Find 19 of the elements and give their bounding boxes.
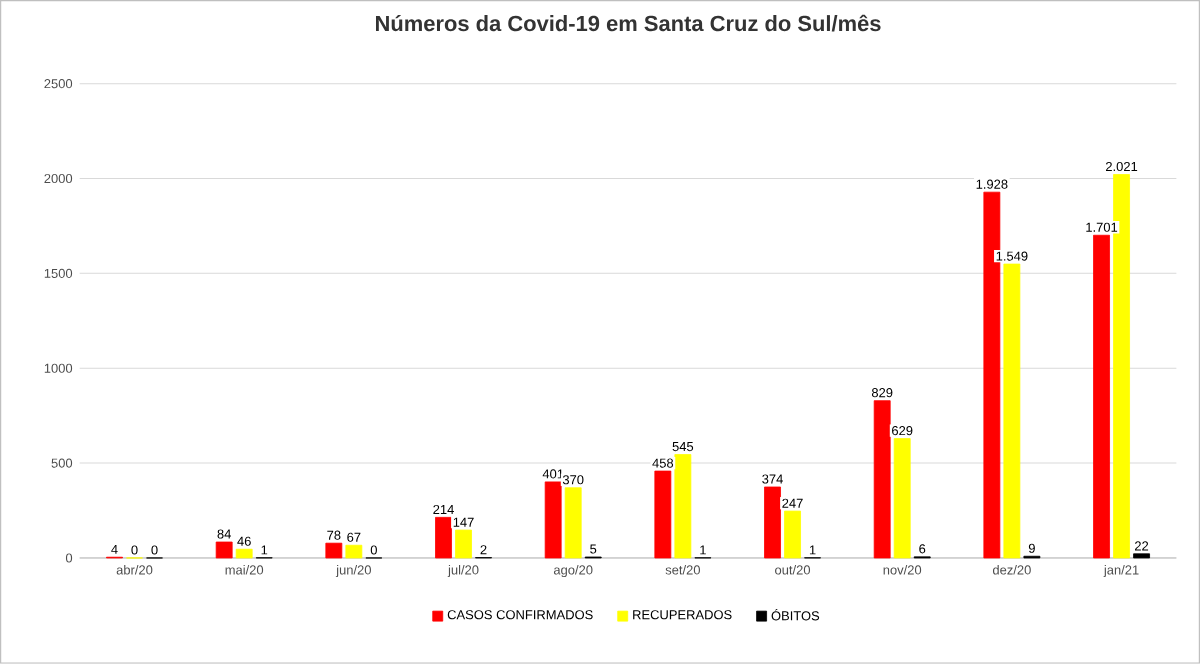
- bar: [235, 549, 253, 559]
- bar: [435, 517, 452, 559]
- bar: [764, 486, 781, 559]
- bar: [1133, 553, 1150, 559]
- bar: [654, 470, 672, 559]
- bar: [564, 487, 582, 559]
- bar: [893, 438, 911, 559]
- bar: [345, 545, 363, 559]
- bar: [1003, 263, 1021, 559]
- bar: [544, 481, 562, 559]
- bar: [1113, 174, 1130, 559]
- bar: [1093, 235, 1110, 559]
- bar: [784, 510, 801, 559]
- chart-title: Números da Covid-19 em Santa Cruz do Sul/mês: [376, 14, 881, 32]
- bar: [325, 542, 343, 559]
- bar: [674, 454, 692, 559]
- bar: [215, 541, 233, 559]
- bar: [873, 400, 891, 559]
- bar: [455, 529, 472, 559]
